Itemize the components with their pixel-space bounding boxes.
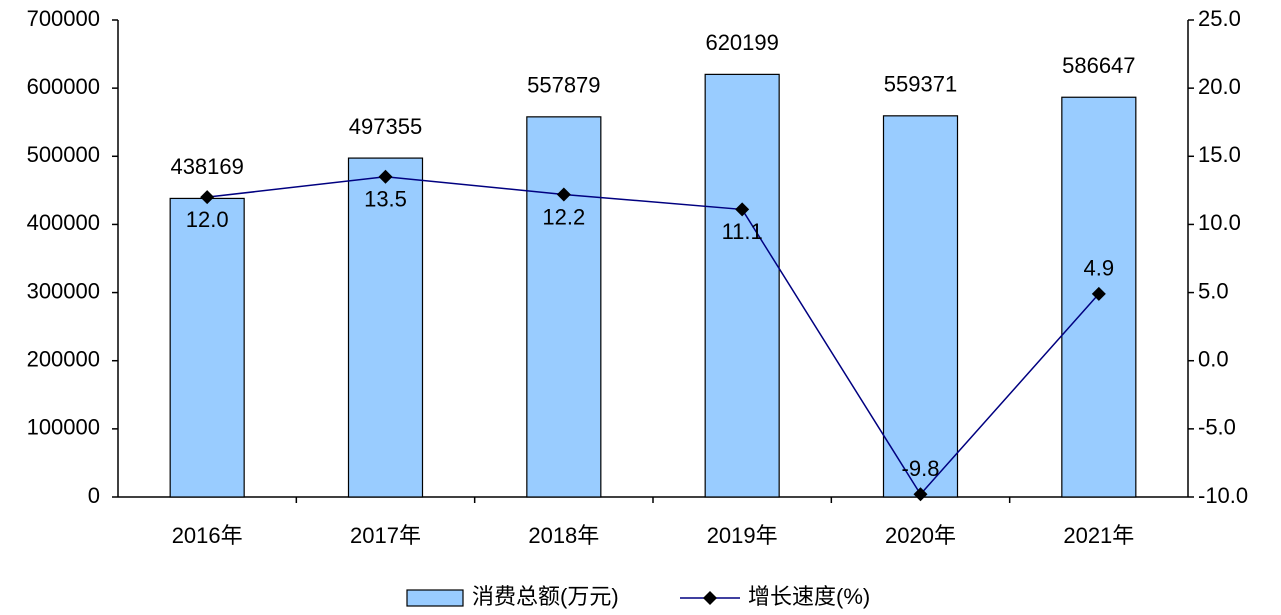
bar-value-label: 586647	[1062, 53, 1135, 78]
bar-value-label: 438169	[170, 154, 243, 179]
x-tick-label: 2016年	[172, 523, 243, 548]
y2-tick-label: 25.0	[1198, 6, 1241, 31]
y-tick-label: 500000	[27, 142, 100, 167]
bar-value-label: 557879	[527, 73, 600, 98]
line-value-label: 12.2	[542, 204, 585, 229]
x-tick-label: 2019年	[707, 523, 778, 548]
y2-tick-label: -5.0	[1198, 415, 1236, 440]
line-marker	[735, 202, 750, 217]
y-tick-label: 600000	[27, 74, 100, 99]
line	[207, 175, 1100, 496]
bar-value-label: 620199	[705, 30, 778, 55]
line-marker	[200, 190, 215, 205]
bar-value-label: 559371	[884, 72, 957, 97]
line-value-label: 11.1	[722, 219, 763, 244]
y2-tick-label: 0.0	[1198, 347, 1229, 372]
legend-label: 增长速度(%)	[748, 584, 870, 609]
y2-tick-label: -10.0	[1198, 483, 1248, 508]
x-tick-label: 2018年	[528, 523, 599, 548]
legend-swatch	[406, 589, 464, 607]
line-value-label: -9.8	[902, 456, 940, 481]
y-tick-label: 300000	[27, 278, 100, 303]
y2-tick-label: 5.0	[1198, 278, 1229, 303]
y-tick-label: 200000	[27, 347, 100, 372]
x-tick-label: 2017年	[350, 523, 421, 548]
legend-label: 消费总额(万元)	[472, 584, 619, 609]
x-tick-label: 2021年	[1063, 523, 1134, 548]
bar	[347, 157, 424, 498]
line-value-label: 13.5	[364, 187, 407, 212]
bar-value-label: 497355	[349, 114, 422, 139]
y-tick-label: 100000	[27, 415, 100, 440]
bar	[882, 115, 959, 498]
y-tick-label: 700000	[27, 6, 100, 31]
y2-tick-label: 10.0	[1198, 210, 1241, 235]
y2-tick-label: 15.0	[1198, 142, 1241, 167]
bar	[704, 73, 780, 498]
legend-marker	[703, 591, 717, 605]
line-marker	[378, 169, 393, 184]
x-tick-label: 2020年	[885, 523, 956, 548]
bar	[169, 197, 245, 498]
y-tick-label: 400000	[27, 210, 100, 235]
bar	[526, 116, 602, 498]
line-value-label: 12.0	[186, 207, 229, 232]
line-marker	[913, 487, 928, 502]
line-marker	[1091, 286, 1106, 301]
y-tick-label: 0	[88, 483, 100, 508]
y2-tick-label: 20.0	[1198, 74, 1241, 99]
line-marker	[556, 187, 571, 202]
line-value-label: 4.9	[1084, 256, 1115, 281]
